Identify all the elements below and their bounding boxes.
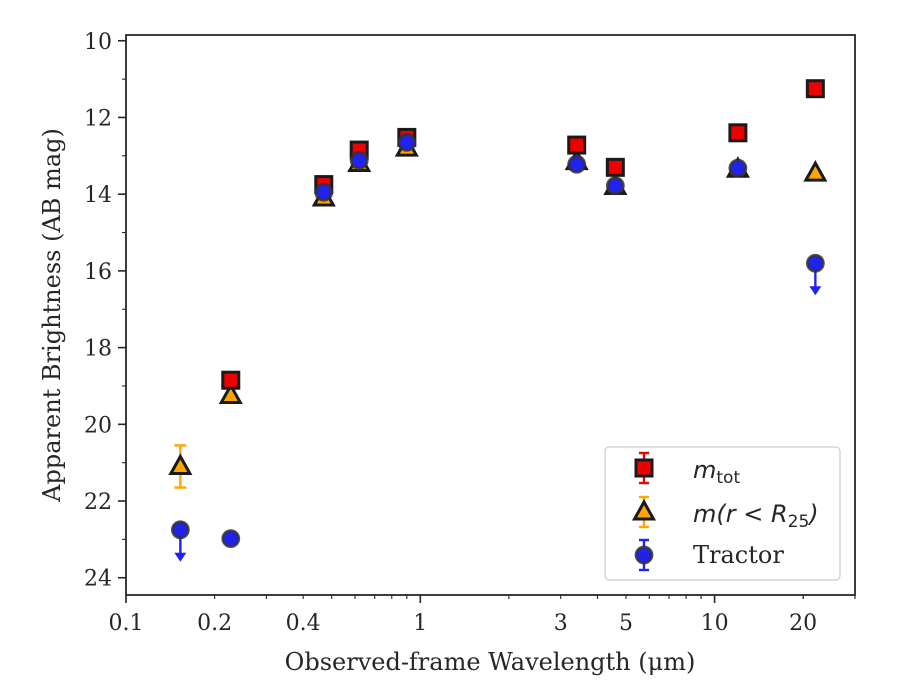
data-point — [397, 132, 417, 152]
legend: mtot m(r < R25) Tractor — [604, 446, 841, 581]
data-point — [314, 182, 334, 202]
legend-marker-triangle — [631, 498, 657, 521]
legend-label-mr25-end: ) — [807, 500, 818, 528]
x-axis-label: Observed-frame Wavelength (μm) — [285, 648, 696, 676]
data-point — [221, 370, 241, 390]
upper-limit-arrowhead — [809, 286, 822, 296]
series-circle — [170, 132, 825, 562]
y-tick-label: 18 — [84, 337, 112, 362]
tick-labels: 10 12 14 16 18 20 22 24 0.1 0.2 0.4 1 3 5 10 20 — [84, 30, 817, 636]
data-point — [218, 382, 243, 405]
x-tick-label: 5 — [619, 611, 633, 636]
data-marks — [168, 79, 828, 562]
data-point — [803, 160, 828, 182]
data-point — [728, 158, 748, 178]
legend-label-mr25-sub: 25 — [788, 512, 810, 532]
y-axis-label: Apparent Brightness (AB mag) — [38, 128, 66, 503]
data-point — [805, 79, 825, 99]
x-tick-label: 0.1 — [109, 611, 144, 636]
legend-label-mr25-main: m(r < R — [693, 500, 788, 528]
data-point — [168, 453, 193, 476]
data-point — [605, 157, 625, 177]
data-point — [605, 176, 625, 196]
upper-limit-arrowhead — [174, 552, 187, 562]
data-point — [567, 154, 587, 174]
data-point — [567, 135, 587, 155]
y-tick-label: 12 — [84, 106, 112, 131]
legend-label-mtot-sub: tot — [716, 468, 740, 488]
y-tick-label: 10 — [84, 30, 112, 55]
y-tick-label: 22 — [84, 490, 112, 515]
data-point — [805, 253, 825, 273]
x-tick-label: 0.4 — [286, 611, 321, 636]
y-tick-label: 14 — [84, 183, 112, 208]
y-tick-label: 16 — [84, 260, 112, 285]
legend-marker-circle — [634, 545, 654, 565]
data-point — [221, 529, 241, 549]
y-tick-label: 20 — [84, 413, 112, 438]
legend-label-tractor: Tractor — [693, 541, 784, 569]
plot-frame — [125, 34, 856, 596]
x-tick-label: 0.2 — [197, 611, 232, 636]
x-tick-label: 1 — [413, 611, 427, 636]
x-tick-label: 3 — [554, 611, 568, 636]
data-point — [728, 123, 748, 143]
legend-markers — [631, 451, 657, 572]
legend-frame — [604, 446, 841, 581]
legend-label-mtot: mtot — [693, 456, 740, 488]
data-point — [170, 520, 190, 540]
legend-label-mtot-main: m — [693, 456, 716, 484]
y-tick-label: 24 — [84, 567, 112, 592]
legend-marker-square — [634, 458, 654, 478]
data-point — [349, 151, 369, 170]
x-tick-label: 10 — [701, 611, 729, 636]
legend-label-mr25: m(r < R25) — [693, 500, 819, 532]
x-tick-label: 20 — [789, 611, 817, 636]
